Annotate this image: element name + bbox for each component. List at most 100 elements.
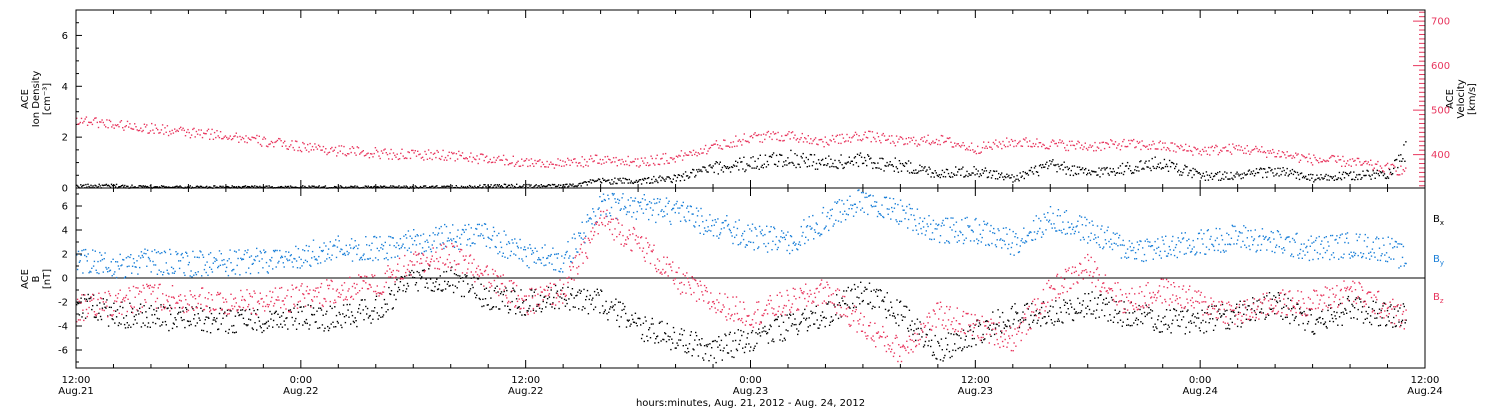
series-point [1332, 320, 1335, 323]
series-point [747, 332, 749, 335]
series-point [1288, 308, 1290, 310]
series-point [398, 158, 401, 160]
series-point [815, 222, 817, 224]
series-point [785, 329, 787, 331]
series-point [1111, 299, 1114, 301]
series-point [139, 266, 141, 269]
series-point [575, 248, 577, 250]
series-point [92, 305, 94, 307]
series-point [480, 283, 482, 285]
series-point [902, 316, 904, 318]
series-point [1035, 143, 1037, 145]
series-point [1219, 171, 1221, 173]
series-point [910, 214, 912, 216]
series-point [1010, 138, 1013, 141]
series-point [1305, 175, 1307, 178]
series-point [342, 253, 345, 256]
series-point [1049, 305, 1052, 307]
series-point [652, 323, 654, 325]
series-point [377, 186, 380, 188]
series-point [974, 324, 976, 326]
series-point [1299, 308, 1301, 310]
series-point [749, 350, 751, 352]
series-point [889, 314, 891, 316]
series-point [211, 128, 213, 131]
series-point [812, 161, 815, 163]
series-point [1103, 167, 1105, 169]
series-point [762, 133, 765, 135]
series-point [1221, 177, 1223, 180]
series-point [721, 359, 723, 361]
series-point [730, 231, 732, 234]
series-point [369, 186, 372, 188]
series-point [274, 141, 276, 144]
series-point [1345, 173, 1348, 175]
series-point [1375, 172, 1377, 174]
series-point [447, 237, 449, 239]
series-point [414, 235, 417, 238]
series-point [1367, 161, 1369, 163]
series-point [429, 186, 431, 188]
series-point [481, 305, 483, 308]
series-point [927, 225, 929, 228]
series-point [286, 185, 289, 188]
series-point [1000, 330, 1002, 332]
series-point [1068, 167, 1070, 169]
series-point [200, 251, 202, 253]
series-point [774, 163, 777, 166]
series-point [310, 149, 312, 151]
series-point [945, 140, 947, 143]
series-point [1314, 323, 1317, 325]
series-point [551, 306, 553, 308]
series-point [948, 350, 951, 353]
series-point [758, 133, 760, 136]
series-point [764, 138, 766, 141]
series-point [118, 126, 120, 128]
series-point [595, 180, 598, 182]
series-point [823, 146, 825, 148]
series-point [959, 230, 961, 233]
series-point [251, 136, 253, 138]
series-point [425, 153, 427, 155]
series-point [922, 226, 925, 228]
series-point [277, 262, 279, 264]
series-point [520, 289, 522, 291]
series-point [651, 178, 653, 181]
series-point [749, 135, 751, 138]
series-point [91, 308, 93, 311]
series-point [484, 156, 487, 158]
series-point [361, 151, 363, 153]
series-point [1349, 172, 1351, 174]
series-point [572, 257, 574, 259]
series-point [656, 336, 658, 338]
series-point [950, 217, 952, 219]
series-point [371, 153, 373, 155]
series-point [239, 274, 241, 276]
series-point [238, 186, 241, 188]
series-point [290, 186, 293, 188]
series-point [949, 137, 951, 139]
series-point [609, 212, 611, 214]
series-point [1093, 150, 1095, 152]
series-point [269, 259, 271, 261]
series-point [499, 293, 502, 295]
series-point [767, 130, 770, 133]
series-point [434, 234, 436, 236]
series-point [956, 241, 958, 243]
series-point [1144, 162, 1146, 164]
series-point [1405, 141, 1407, 143]
series-point [869, 301, 872, 304]
series-point [1211, 178, 1214, 180]
series-point [278, 326, 280, 328]
series-point [807, 158, 809, 161]
series-point [440, 158, 442, 161]
series-point [820, 159, 823, 162]
series-point [739, 140, 742, 143]
series-point [1169, 150, 1171, 152]
series-point [1315, 319, 1318, 321]
series-point [1206, 153, 1209, 155]
series-point [884, 308, 887, 311]
series-point [177, 186, 179, 188]
series-point [1336, 311, 1338, 314]
series-point [857, 286, 859, 288]
